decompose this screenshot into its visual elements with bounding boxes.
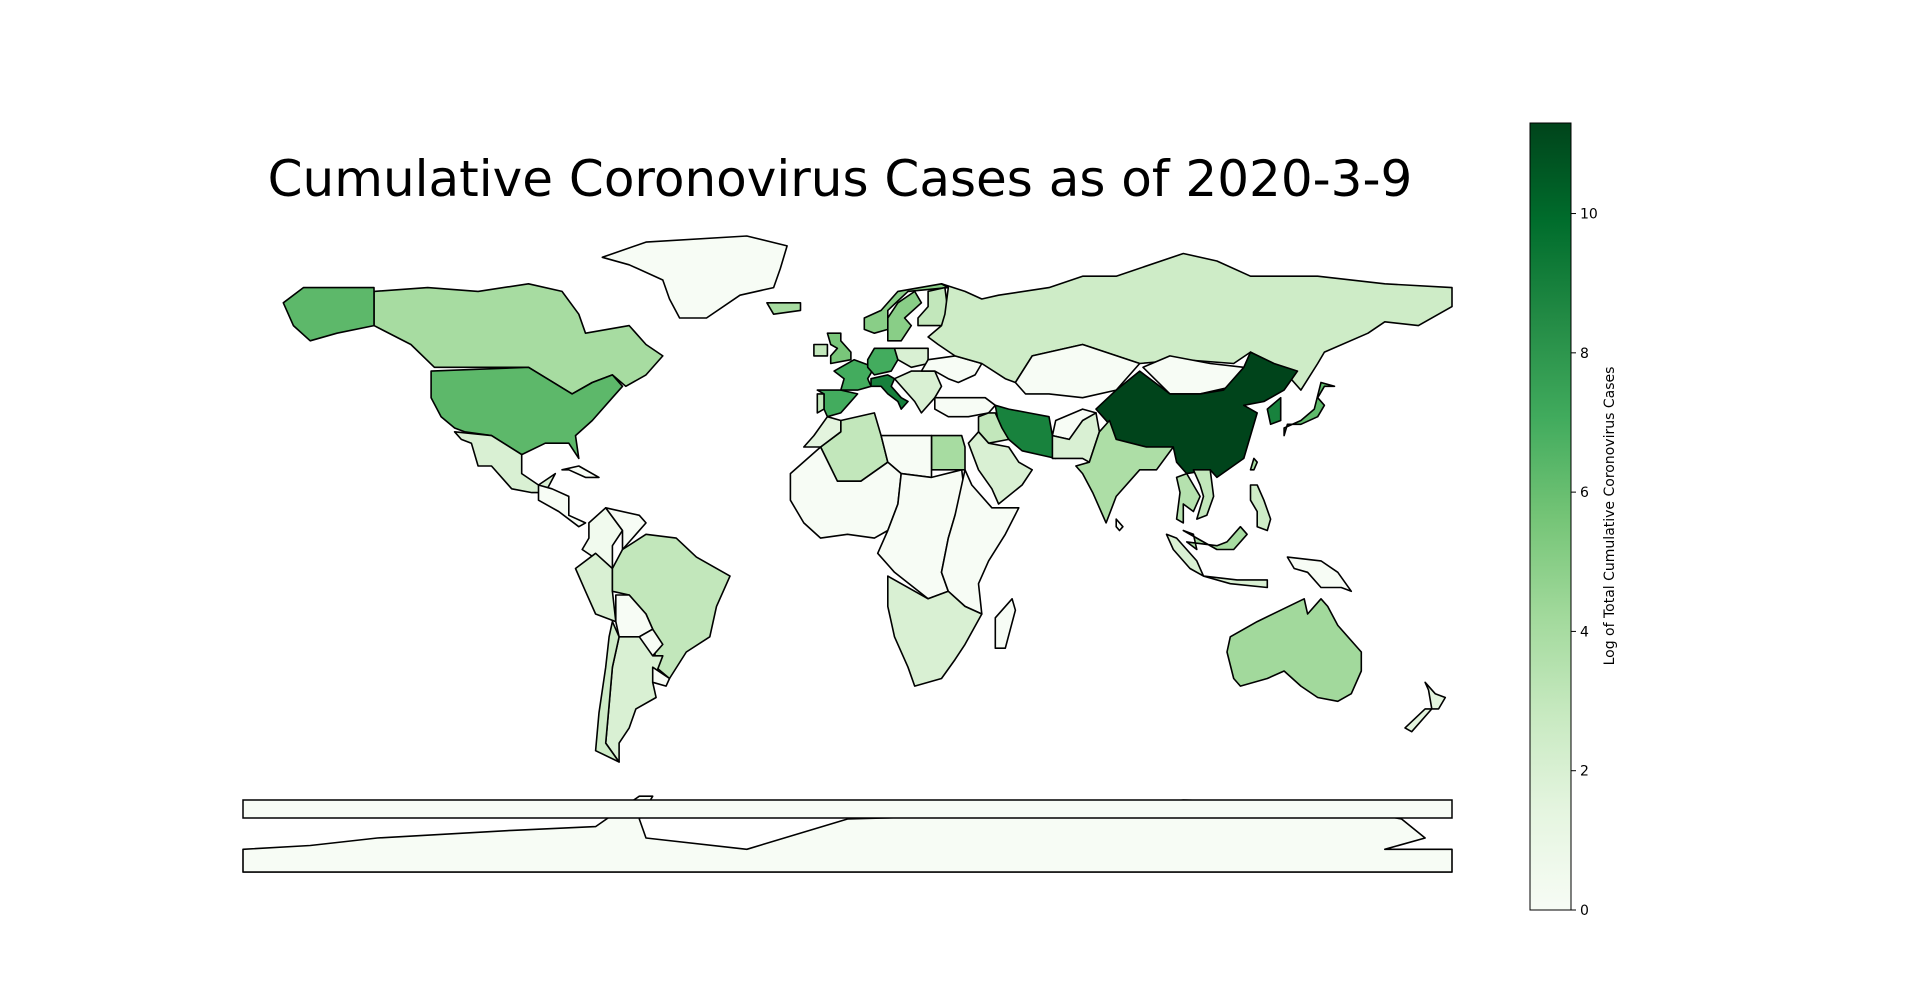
country-taiwan <box>1249 457 1258 471</box>
country-south-africa <box>887 575 983 687</box>
country-united-kingdom <box>826 332 852 365</box>
country-australia <box>1226 598 1363 703</box>
country-uruguay <box>651 666 671 687</box>
colorbar-tick-label: 8 <box>1580 346 1589 362</box>
country-japan <box>1283 381 1336 437</box>
country-venezuela <box>604 507 647 551</box>
country-india <box>1075 419 1175 524</box>
colorbar-ticks: 0 2 4 6 8 10 <box>1571 207 1598 919</box>
country-ukraine <box>920 355 983 384</box>
country-germany <box>866 347 899 376</box>
country-ireland <box>813 343 829 357</box>
country-new-zealand <box>1404 681 1447 733</box>
colorbar-tick-label: 0 <box>1580 903 1589 919</box>
colorbar-tick-label: 6 <box>1580 485 1589 501</box>
map-title: Cumulative Coronovirus Cases as of 2020-… <box>267 150 1413 208</box>
colorbar-label: Log of Total Cumulative Coronovirus Case… <box>1602 367 1618 666</box>
country-saudi-arabia <box>967 431 1033 505</box>
colorbar-bar <box>1529 122 1572 911</box>
map-frame-bottom <box>242 799 1453 819</box>
country-iceland <box>766 302 802 315</box>
country-portugal <box>816 393 825 414</box>
country-sweden <box>887 290 923 342</box>
country-thailand <box>1175 472 1201 524</box>
country-vietnam <box>1192 469 1215 520</box>
country-layer <box>242 235 1453 873</box>
country-east-africa <box>940 469 1020 615</box>
country-russia <box>927 252 1453 391</box>
colorbar-tick-label: 10 <box>1580 207 1598 223</box>
country-central-america <box>537 484 587 528</box>
country-pakistan <box>1051 412 1101 463</box>
country-papua-new-guinea <box>1286 556 1353 593</box>
country-canada <box>373 283 664 395</box>
country-united-states <box>430 366 624 460</box>
country-indonesia <box>1165 533 1269 589</box>
country-sri-lanka <box>1115 518 1124 532</box>
country-italy <box>870 374 909 410</box>
colorbar-tick-label: 4 <box>1580 624 1589 640</box>
country-greenland <box>601 235 788 319</box>
country-peru <box>574 552 617 623</box>
colorbar-tick-label: 2 <box>1580 764 1589 780</box>
country-cuba <box>561 465 600 479</box>
country-philippines <box>1249 484 1272 532</box>
country-chile <box>594 620 620 763</box>
country-korea <box>1266 396 1282 426</box>
country-malaysia <box>1182 525 1248 551</box>
country-alaska <box>282 286 375 342</box>
country-madagascar <box>994 598 1017 649</box>
